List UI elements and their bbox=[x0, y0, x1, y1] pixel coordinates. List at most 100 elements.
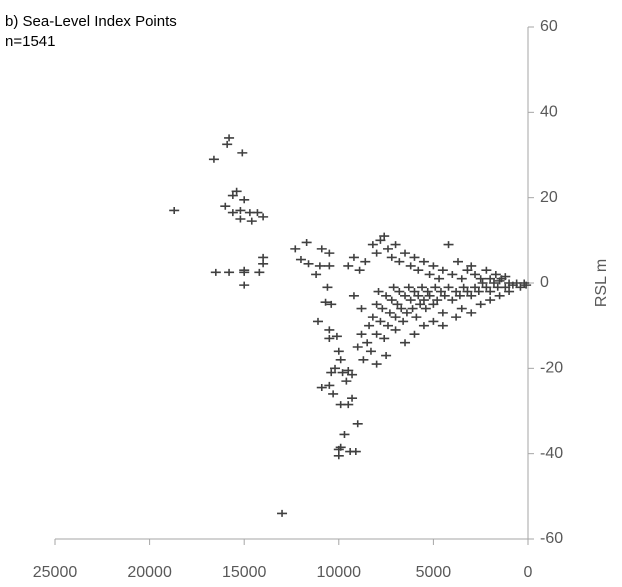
data-point bbox=[365, 347, 376, 355]
data-point bbox=[239, 268, 250, 276]
data-point bbox=[235, 215, 246, 223]
data-point bbox=[239, 281, 250, 289]
data-point bbox=[409, 288, 420, 296]
data-point bbox=[362, 339, 373, 347]
data-point bbox=[458, 283, 469, 291]
data-point bbox=[475, 300, 486, 308]
data-point bbox=[367, 313, 378, 321]
x-tick-label: 20000 bbox=[127, 564, 172, 581]
data-point bbox=[227, 209, 238, 217]
data-point bbox=[437, 266, 448, 274]
data-point bbox=[424, 270, 435, 278]
data-point bbox=[352, 420, 363, 428]
data-point bbox=[398, 317, 409, 325]
data-point bbox=[350, 448, 361, 456]
data-point bbox=[420, 305, 431, 313]
data-point bbox=[324, 262, 335, 270]
data-point bbox=[333, 452, 344, 460]
data-point bbox=[411, 313, 422, 321]
data-point bbox=[432, 296, 443, 304]
data-point bbox=[447, 270, 458, 278]
data-point bbox=[356, 330, 367, 338]
data-point bbox=[481, 283, 492, 291]
data-point bbox=[324, 334, 335, 342]
data-point bbox=[424, 292, 435, 300]
data-point bbox=[500, 273, 511, 281]
data-point bbox=[403, 283, 414, 291]
data-point bbox=[422, 288, 433, 296]
data-point bbox=[246, 217, 257, 225]
data-point bbox=[470, 283, 481, 291]
data-point bbox=[252, 209, 263, 217]
data-point bbox=[328, 390, 339, 398]
data-point bbox=[360, 258, 371, 266]
data-point bbox=[237, 149, 248, 157]
data-point bbox=[316, 384, 327, 392]
data-point bbox=[290, 245, 301, 253]
y-tick-label: 20 bbox=[540, 189, 558, 206]
data-point bbox=[400, 249, 411, 257]
data-point bbox=[494, 292, 505, 300]
data-point bbox=[447, 296, 458, 304]
data-point bbox=[381, 352, 392, 360]
data-point bbox=[364, 322, 375, 330]
data-point bbox=[277, 509, 288, 517]
data-point bbox=[390, 241, 401, 249]
data-point bbox=[337, 369, 348, 377]
data-point bbox=[394, 288, 405, 296]
data-point bbox=[301, 238, 312, 246]
data-point bbox=[326, 300, 337, 308]
data-point bbox=[220, 202, 231, 210]
data-point bbox=[485, 288, 496, 296]
data-point bbox=[367, 241, 378, 249]
data-point bbox=[494, 277, 505, 285]
data-point bbox=[515, 283, 526, 291]
y-tick-label: -20 bbox=[540, 360, 563, 377]
y-tick-label: 40 bbox=[540, 104, 558, 121]
data-point bbox=[466, 292, 477, 300]
data-point bbox=[428, 300, 439, 308]
data-point bbox=[477, 279, 488, 287]
data-point bbox=[330, 364, 341, 372]
x-tick-label: 10000 bbox=[317, 564, 362, 581]
x-tick-label: 0 bbox=[524, 564, 533, 581]
data-point bbox=[407, 305, 418, 313]
data-point bbox=[348, 292, 359, 300]
data-point bbox=[405, 262, 416, 270]
y-tick-label: 0 bbox=[540, 274, 549, 291]
data-point bbox=[485, 296, 496, 304]
data-point bbox=[352, 343, 363, 351]
data-point bbox=[379, 334, 390, 342]
data-point bbox=[208, 155, 219, 163]
data-point bbox=[384, 309, 395, 317]
data-point bbox=[466, 262, 477, 270]
data-point bbox=[324, 326, 335, 334]
data-point bbox=[347, 394, 358, 402]
data-point bbox=[521, 281, 532, 289]
data-point bbox=[437, 309, 448, 317]
data-point bbox=[454, 292, 465, 300]
data-point bbox=[451, 313, 462, 321]
data-point bbox=[490, 270, 501, 278]
data-point bbox=[439, 292, 450, 300]
data-point bbox=[303, 260, 314, 268]
data-point bbox=[335, 356, 346, 364]
data-point bbox=[343, 401, 354, 409]
data-point bbox=[400, 292, 411, 300]
data-point bbox=[470, 270, 481, 278]
data-point bbox=[400, 339, 411, 347]
data-point bbox=[394, 258, 405, 266]
data-point bbox=[434, 275, 445, 283]
data-point bbox=[371, 360, 382, 368]
data-point bbox=[418, 258, 429, 266]
data-point bbox=[430, 283, 441, 291]
data-point bbox=[390, 326, 401, 334]
data-point bbox=[456, 275, 467, 283]
data-point bbox=[417, 283, 428, 291]
data-point bbox=[314, 262, 325, 270]
data-point bbox=[295, 256, 306, 264]
data-point bbox=[343, 262, 354, 270]
data-point bbox=[375, 236, 386, 244]
data-point bbox=[409, 253, 420, 261]
